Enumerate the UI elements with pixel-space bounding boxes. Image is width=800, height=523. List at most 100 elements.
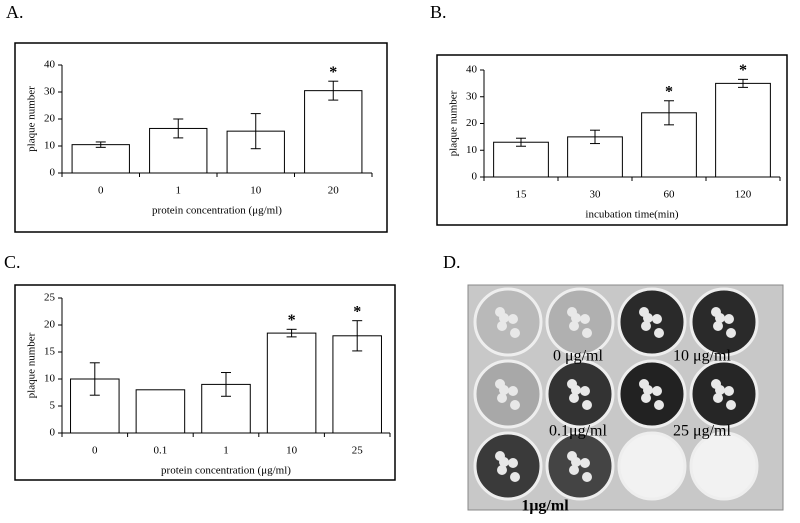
well-label: 0 μg/ml bbox=[553, 348, 603, 365]
plaque bbox=[499, 457, 509, 467]
plaque bbox=[713, 321, 723, 331]
plaque bbox=[643, 313, 653, 323]
x-tick-label: 10 bbox=[286, 445, 298, 457]
bar bbox=[266, 332, 317, 434]
x-axis-label: protein concentration (μg/ml) bbox=[152, 205, 282, 217]
bar bbox=[71, 144, 130, 174]
well-label: 10 μg/ml bbox=[673, 348, 731, 365]
plaque bbox=[497, 393, 507, 403]
panel-title: B. bbox=[430, 2, 447, 22]
y-axis-label: plaque number bbox=[448, 90, 460, 156]
x-tick-label: 15 bbox=[516, 189, 528, 201]
plaque bbox=[510, 400, 520, 410]
y-tick-label: 40 bbox=[44, 59, 56, 71]
plaque bbox=[726, 328, 736, 338]
x-tick-label: 1 bbox=[176, 185, 182, 197]
plaque bbox=[641, 321, 651, 331]
plaque bbox=[726, 400, 736, 410]
well bbox=[617, 359, 687, 429]
plaque bbox=[582, 472, 592, 482]
plaque bbox=[569, 321, 579, 331]
x-axis-label: incubation time(min) bbox=[585, 209, 679, 221]
plaque bbox=[571, 457, 581, 467]
plaque bbox=[654, 328, 664, 338]
plaque bbox=[571, 385, 581, 395]
y-tick-label: 40 bbox=[466, 64, 478, 76]
plaque bbox=[582, 328, 592, 338]
panel-frame bbox=[14, 42, 388, 233]
plaque bbox=[724, 386, 734, 396]
x-tick-label: 120 bbox=[735, 189, 752, 201]
significance-mark: * bbox=[329, 64, 337, 81]
well-label: 1μg/ml bbox=[521, 498, 569, 515]
plaque bbox=[580, 314, 590, 324]
y-tick-label: 20 bbox=[44, 319, 56, 331]
well bbox=[689, 287, 759, 357]
x-tick-label: 20 bbox=[328, 185, 340, 197]
well bbox=[545, 359, 615, 429]
y-tick-label: 20 bbox=[44, 113, 56, 125]
panel-title: C. bbox=[4, 252, 21, 272]
well bbox=[689, 431, 759, 501]
plaque bbox=[724, 314, 734, 324]
plaque bbox=[569, 393, 579, 403]
x-tick-label: 25 bbox=[352, 445, 364, 457]
plaque bbox=[508, 386, 518, 396]
plaque bbox=[508, 314, 518, 324]
y-tick-label: 10 bbox=[44, 373, 56, 385]
y-tick-label: 0 bbox=[50, 167, 56, 179]
plaque bbox=[652, 314, 662, 324]
well bbox=[473, 287, 543, 357]
well bbox=[545, 431, 615, 501]
y-axis-label: plaque number bbox=[26, 86, 38, 152]
y-tick-label: 20 bbox=[466, 117, 478, 129]
y-tick-label: 15 bbox=[44, 346, 56, 358]
panel-frame bbox=[436, 54, 788, 226]
plaque bbox=[713, 393, 723, 403]
panel-frame bbox=[14, 284, 396, 481]
y-tick-label: 10 bbox=[44, 140, 56, 152]
plaque bbox=[580, 386, 590, 396]
bar bbox=[304, 90, 363, 174]
plaque bbox=[497, 465, 507, 475]
x-tick-label: 60 bbox=[664, 189, 676, 201]
y-axis-label: plaque number bbox=[26, 332, 38, 398]
bar bbox=[135, 389, 186, 434]
plaque bbox=[499, 313, 509, 323]
plaque bbox=[582, 400, 592, 410]
y-tick-label: 30 bbox=[466, 90, 478, 102]
bar bbox=[493, 141, 549, 178]
plaque bbox=[510, 328, 520, 338]
plaque bbox=[497, 321, 507, 331]
plaque bbox=[715, 385, 725, 395]
significance-mark: * bbox=[665, 83, 673, 100]
y-tick-label: 30 bbox=[44, 86, 56, 98]
plaque bbox=[508, 458, 518, 468]
plaque bbox=[499, 385, 509, 395]
significance-mark: * bbox=[288, 312, 296, 329]
x-tick-label: 30 bbox=[590, 189, 602, 201]
well-label: 25 μg/ml bbox=[673, 423, 731, 440]
plaque bbox=[569, 465, 579, 475]
well bbox=[545, 287, 615, 357]
well-label: 0.1μg/ml bbox=[549, 423, 607, 440]
well bbox=[473, 431, 543, 501]
panel-title: A. bbox=[6, 2, 24, 22]
plaque bbox=[715, 313, 725, 323]
panel-title: D. bbox=[443, 252, 461, 272]
plaque bbox=[580, 458, 590, 468]
well bbox=[617, 431, 687, 501]
plaque bbox=[643, 385, 653, 395]
x-tick-label: 0 bbox=[92, 445, 98, 457]
x-tick-label: 10 bbox=[250, 185, 262, 197]
plaque-photo bbox=[467, 284, 784, 511]
bar bbox=[332, 335, 382, 434]
plaque bbox=[654, 400, 664, 410]
y-tick-label: 10 bbox=[466, 144, 478, 156]
well bbox=[617, 287, 687, 357]
x-tick-label: 1 bbox=[223, 445, 229, 457]
x-tick-label: 0.1 bbox=[154, 445, 168, 457]
y-tick-label: 5 bbox=[50, 400, 56, 412]
plaque bbox=[510, 472, 520, 482]
